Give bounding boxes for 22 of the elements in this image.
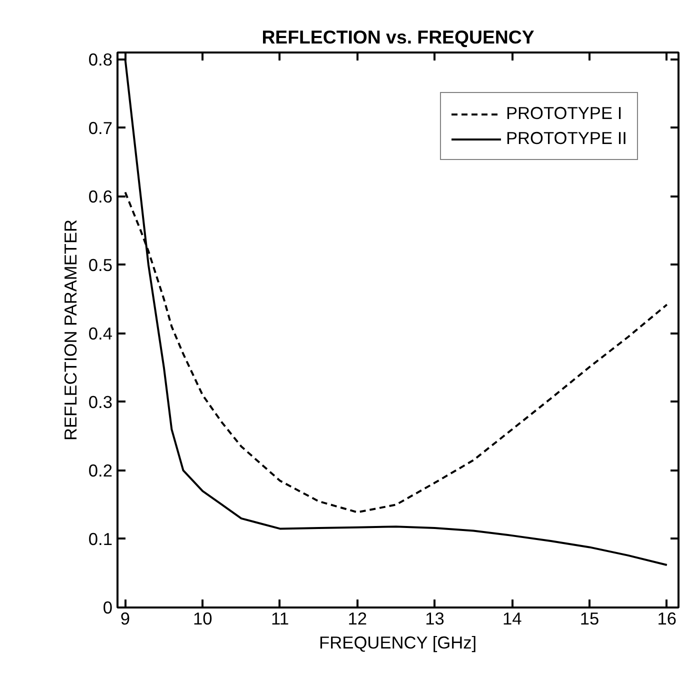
- x-tick-label: 13: [425, 608, 444, 628]
- x-tick-label: 16: [657, 608, 677, 628]
- y-tick-label: 0.1: [88, 528, 113, 549]
- legend-label: PROTOTYPE I: [506, 103, 622, 124]
- x-tick-label: 14: [502, 608, 522, 628]
- y-axis-title: REFLECTION PARAMETER: [60, 219, 80, 441]
- x-axis-title: FREQUENCY [GHz]: [319, 632, 477, 652]
- y-tick-label: 0.7: [88, 118, 113, 138]
- y-tick-label: 0: [102, 598, 113, 618]
- chart-title: REFLECTION vs. FREQUENCY: [262, 26, 535, 48]
- x-tick-label: 12: [348, 608, 368, 628]
- y-tick-label: 0.2: [88, 460, 113, 480]
- y-tick-label: 0.8: [88, 49, 113, 70]
- x-tick-label: 11: [271, 608, 290, 628]
- y-tick-label: 0.4: [88, 323, 113, 344]
- y-tick-label: 0.5: [88, 254, 113, 275]
- x-tick-label: 15: [580, 608, 600, 628]
- y-tick-label: 0.3: [88, 392, 113, 412]
- y-tick-label: 0.6: [88, 186, 113, 206]
- x-tick-label: 9: [120, 608, 130, 628]
- legend-label: PROTOTYPE II: [506, 128, 627, 149]
- x-tick-label: 10: [192, 608, 212, 628]
